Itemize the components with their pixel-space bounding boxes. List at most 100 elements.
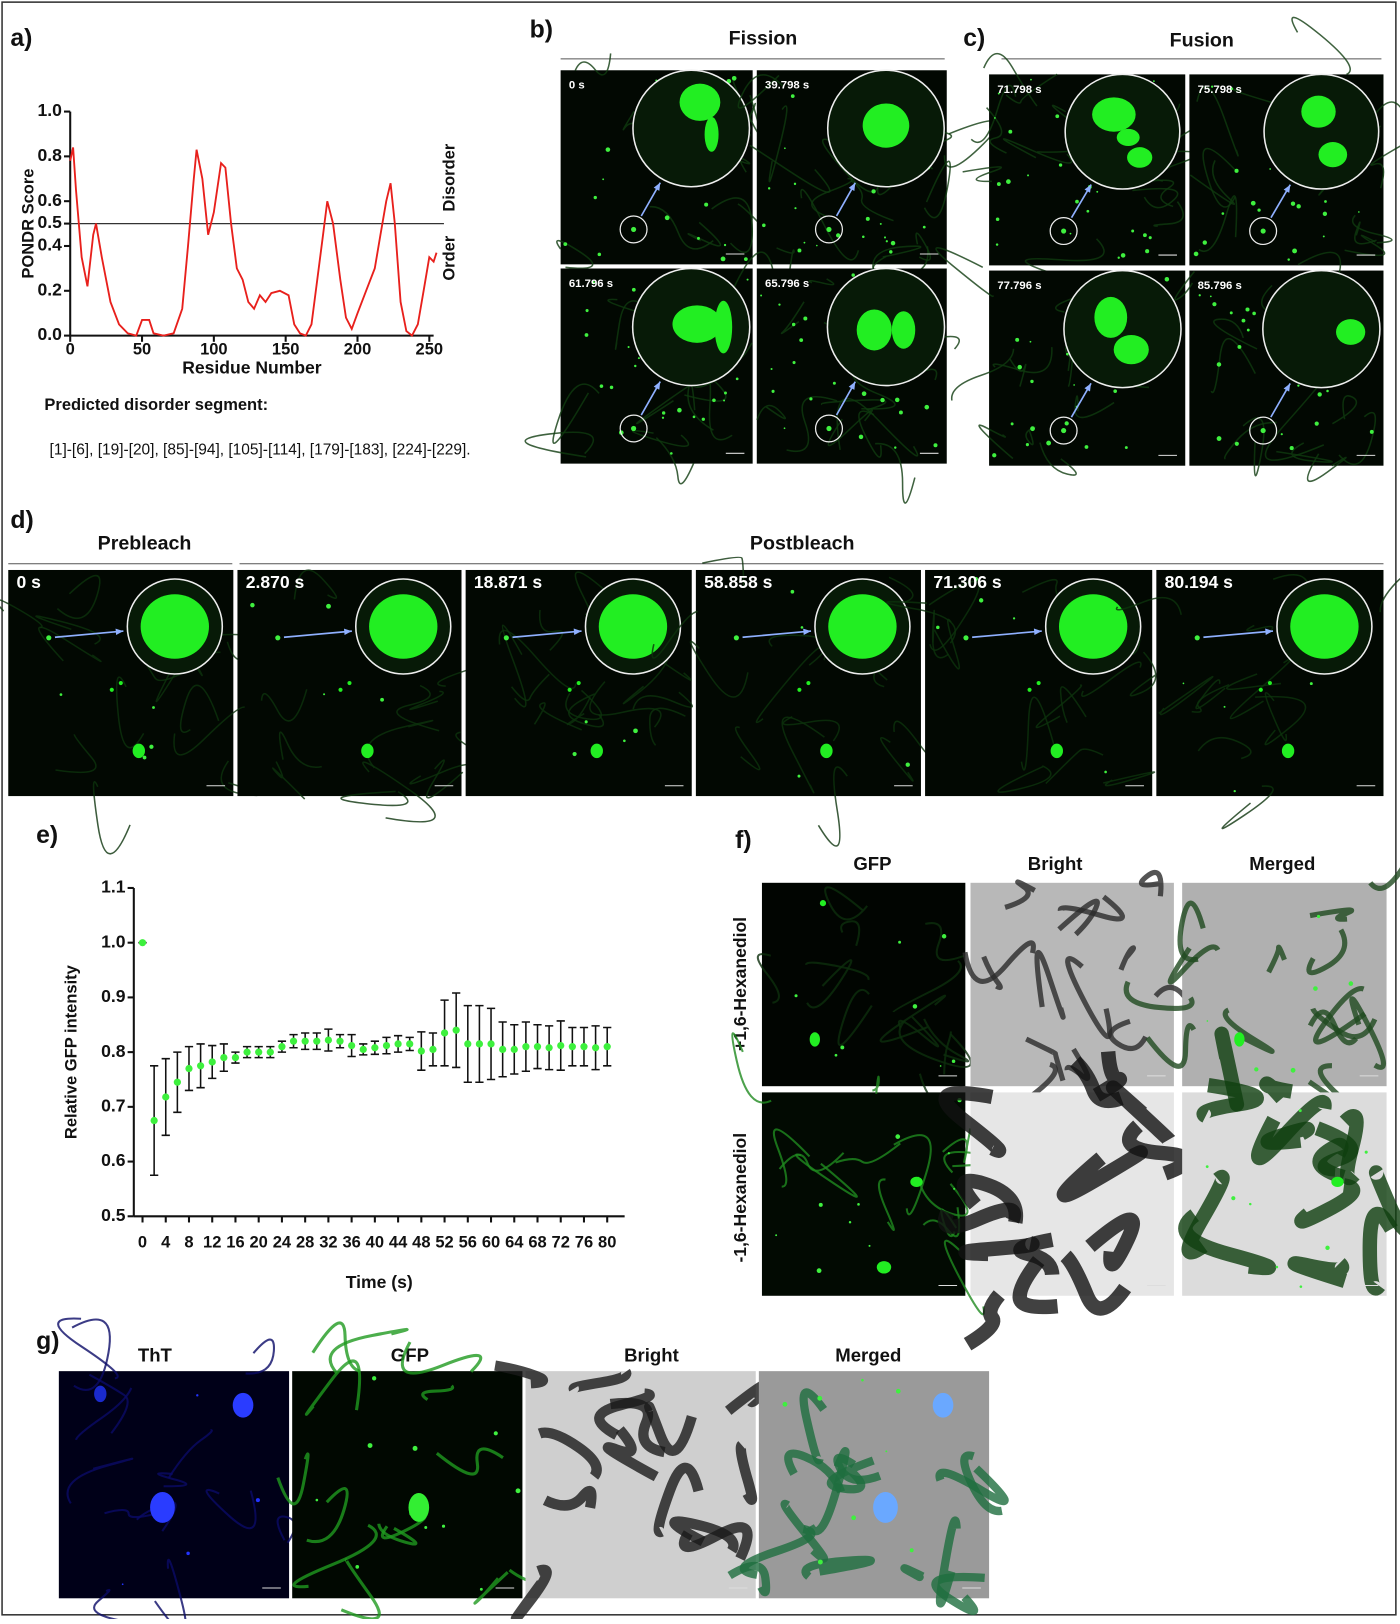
granule <box>661 411 666 415</box>
source-dot <box>1194 635 1200 641</box>
data-point <box>522 1043 530 1051</box>
cell-wall <box>835 1142 901 1164</box>
cell-wall <box>293 569 338 600</box>
arrow-head <box>1283 383 1291 392</box>
cell-wall <box>1057 898 1100 937</box>
cell-wall <box>649 205 714 250</box>
granule <box>479 1587 483 1591</box>
cell-wall <box>644 1401 697 1456</box>
granule <box>1358 211 1360 213</box>
cell-wall <box>1153 201 1184 227</box>
y-tick-label: 0.6 <box>101 1150 126 1170</box>
granule <box>997 92 1000 95</box>
cell-wall <box>1025 1036 1066 1082</box>
granule <box>1046 440 1052 446</box>
note: [1]-[6], [19]-[20], [85]-[94], [105]-[11… <box>50 441 471 458</box>
cell-wall <box>421 1384 455 1401</box>
cell-wall <box>702 556 745 587</box>
source-dot <box>631 226 637 233</box>
data-point <box>429 1045 437 1054</box>
granule <box>861 391 867 396</box>
cell-wall <box>820 399 887 411</box>
cell-wall <box>1012 1256 1059 1315</box>
granule <box>851 1515 857 1521</box>
cell-wall <box>568 693 604 728</box>
granule <box>894 397 900 403</box>
granule <box>323 693 326 696</box>
cell-wall <box>74 1387 133 1441</box>
zoom-source <box>814 215 844 244</box>
granule <box>1216 436 1222 441</box>
cell-wall <box>1103 771 1156 787</box>
row-title: +1,6-Hexanediol <box>730 917 750 1051</box>
cell-wall <box>1370 145 1400 189</box>
granule <box>848 1221 852 1224</box>
granule <box>894 446 897 449</box>
granule <box>770 368 773 371</box>
cell-wall <box>1362 1206 1398 1296</box>
condensate <box>567 687 572 692</box>
cell-wall <box>653 1462 704 1538</box>
arrow-head <box>1084 383 1092 392</box>
data-line <box>69 147 438 338</box>
cell-wall <box>651 610 698 659</box>
granule <box>1269 168 1272 170</box>
cell-wall <box>35 615 101 645</box>
granule <box>121 1583 124 1586</box>
cell-wall <box>88 1373 129 1434</box>
granule <box>995 217 1000 222</box>
y-tick-label: 0.8 <box>38 145 63 165</box>
condensate <box>797 687 802 692</box>
source-dot <box>1061 228 1067 234</box>
granule <box>355 1565 360 1569</box>
granule <box>771 389 775 393</box>
granule <box>1229 311 1233 315</box>
cell-wall <box>933 618 961 670</box>
granule <box>1234 168 1239 173</box>
cell-wall <box>772 1128 811 1188</box>
granule <box>1069 232 1072 235</box>
cell-wall <box>875 442 916 504</box>
cell-wall <box>1368 867 1400 891</box>
granule <box>818 1202 823 1207</box>
cell-wall <box>892 960 962 1013</box>
granule <box>1364 1150 1368 1154</box>
condensate <box>361 743 374 759</box>
x-tick-label: 50 <box>133 340 151 358</box>
cell-wall <box>1070 1056 1124 1109</box>
condensate <box>590 743 603 759</box>
column-title: Merged <box>1249 853 1315 874</box>
condensate <box>576 680 581 686</box>
condensate-zoom <box>1116 128 1140 147</box>
granule <box>951 1059 956 1063</box>
granule <box>895 1134 901 1139</box>
granule <box>799 338 804 343</box>
cell-wall <box>931 609 949 659</box>
data-point <box>475 1040 484 1048</box>
cell-wall <box>800 188 860 261</box>
granule <box>862 235 865 239</box>
source-dot <box>1260 427 1266 434</box>
cell-wall <box>1034 950 1066 1020</box>
granule <box>1030 379 1034 384</box>
granule <box>879 222 882 225</box>
granule <box>572 751 577 757</box>
x-tick-label: 4 <box>161 1233 171 1251</box>
cell-wall <box>735 1441 758 1505</box>
condensate <box>1036 680 1041 686</box>
cell-wall <box>782 715 840 742</box>
granule <box>1030 426 1035 432</box>
cell-wall <box>93 1588 131 1624</box>
y-tick-label: 0.6 <box>38 190 63 210</box>
granule <box>890 240 896 246</box>
granule <box>372 1376 377 1381</box>
granule <box>627 346 630 349</box>
cell-wall <box>916 1176 969 1217</box>
zoom-inset <box>1262 269 1381 389</box>
condensate <box>1258 687 1263 692</box>
cell-wall <box>55 734 97 774</box>
cell-wall <box>1045 748 1104 785</box>
granule <box>1145 249 1150 254</box>
cell-wall <box>900 1564 925 1582</box>
